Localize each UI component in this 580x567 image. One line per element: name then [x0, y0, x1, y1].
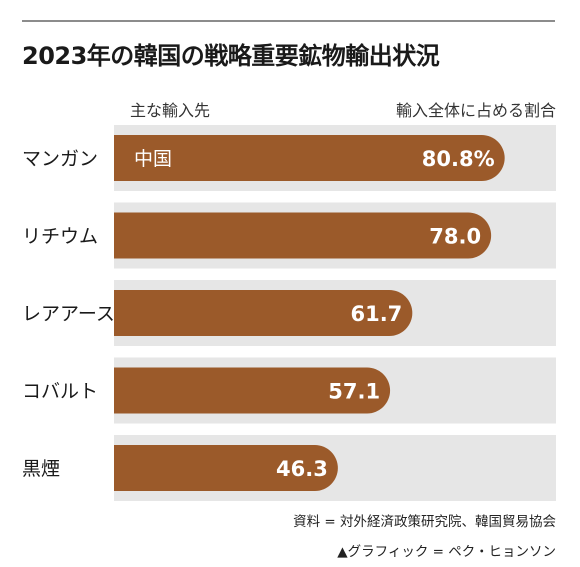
bar: [114, 212, 492, 259]
category-label: コバルト: [22, 381, 98, 403]
category-label: リチウム: [22, 226, 98, 248]
value-label: 61.7: [350, 302, 402, 326]
category-label: レアアース: [22, 303, 115, 325]
category-label: マンガン: [22, 148, 98, 170]
bar: [114, 135, 505, 181]
bar: [114, 290, 413, 336]
chart-title: 2023年の韓国の戦略重要鉱物輸出状況: [22, 42, 440, 70]
category-label: 黒煙: [22, 458, 60, 480]
value-label: 80.8%: [422, 147, 495, 171]
bar-annotation: 中国: [134, 148, 172, 170]
bar: [114, 445, 338, 491]
header-main-importer: 主な輸入先: [130, 101, 211, 120]
graphic-credit: ▲グラフィック = ペク・ヒョンソン: [337, 544, 556, 560]
top-rule: [22, 20, 555, 22]
value-label: 57.1: [328, 380, 380, 404]
value-label: 46.3: [276, 457, 328, 481]
bar: [114, 367, 391, 414]
value-label: 78.0: [429, 225, 481, 249]
source-note: 資料 = 対外経済政策研究院、韓国貿易協会: [293, 514, 556, 530]
header-import-share: 輸入全体に占める割合: [395, 101, 556, 120]
